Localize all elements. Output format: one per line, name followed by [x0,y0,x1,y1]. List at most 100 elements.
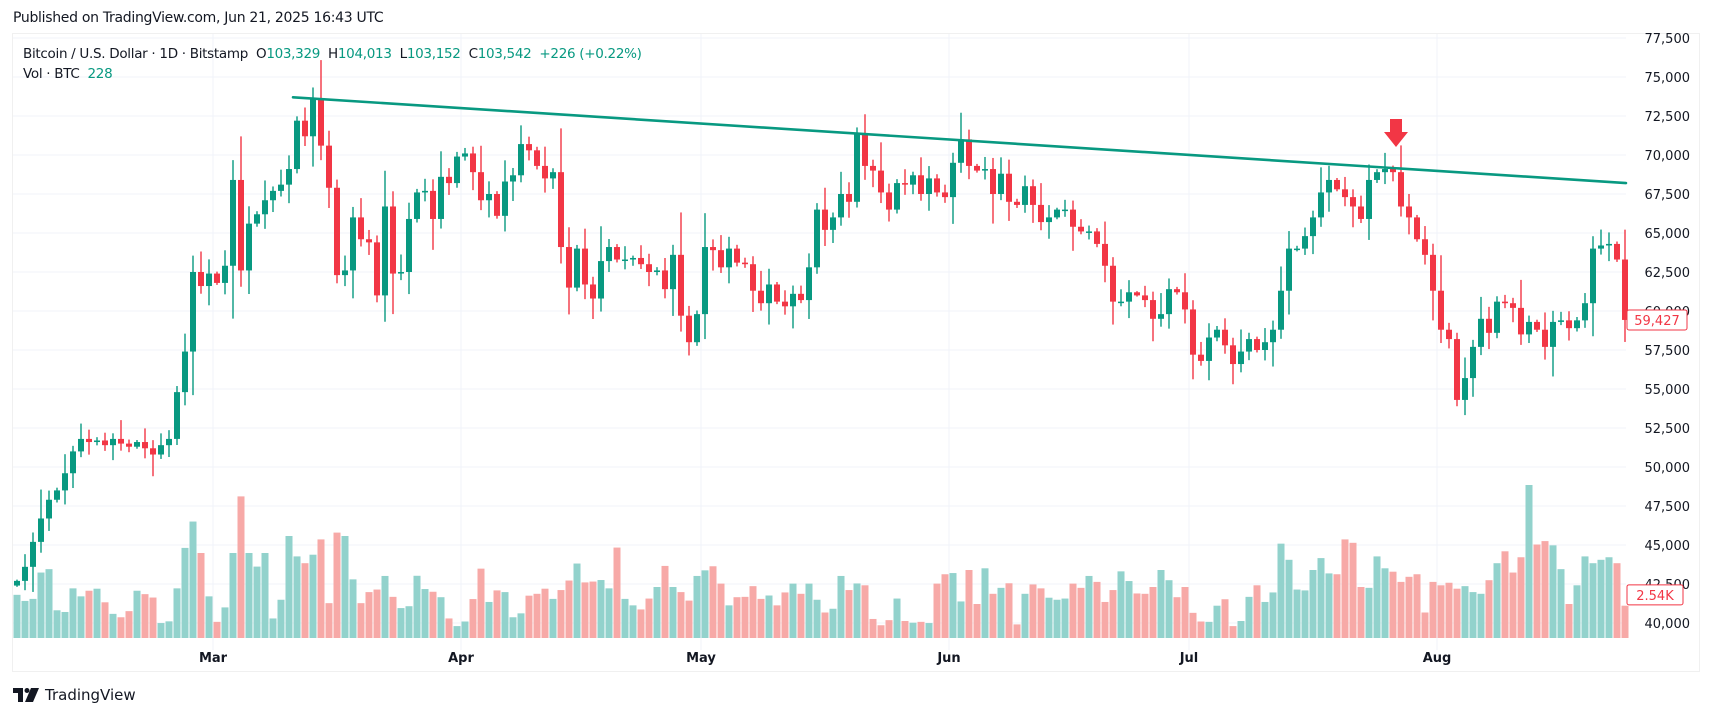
candle-body [1246,339,1252,352]
candle-body [86,438,92,443]
candle [606,239,612,272]
volume-bar [933,583,941,638]
volume-bar [1037,588,1045,638]
candle-body [1174,289,1180,293]
candle [854,127,860,208]
candle [998,157,1004,201]
volume-bar [1349,542,1357,638]
candle-body [1222,329,1228,346]
candle [1214,325,1220,342]
candle [894,179,900,214]
volume-bar [1317,558,1325,638]
volume-bar [725,605,733,638]
candle-body [238,179,244,271]
candle [1574,317,1580,332]
candle-body [230,179,236,266]
candle-body [526,144,532,151]
volume-bar [1189,612,1197,638]
volume-bar [429,591,437,638]
candle [950,152,956,224]
volume-bar [1509,572,1517,638]
candle [1318,167,1324,227]
candle [86,429,92,455]
volume-bar [773,605,781,638]
candle-body [1270,329,1276,343]
candle [1478,296,1484,356]
candle [126,439,132,453]
down-arrow-icon [1384,119,1408,147]
candle [414,188,420,223]
candle [310,87,316,167]
candle [670,244,676,316]
volume-bar [109,613,117,638]
candle [550,168,556,189]
tradingview-logo[interactable]: TradingView [13,686,136,704]
time-axis: Mar Apr May Jun Jul Aug [199,651,1451,666]
candle-body [1286,248,1292,291]
volume-bar [1221,599,1229,638]
tradingview-logo-icon [13,688,39,702]
candle-body [1078,226,1084,232]
volume-bar [525,595,533,638]
volume-bar [1053,599,1061,638]
price-tick-label: 47,500 [1645,500,1691,515]
candle-body [558,172,564,248]
volume-bar [1621,605,1629,638]
candle [182,333,188,406]
volume-bar [1293,589,1301,638]
candle [222,250,228,295]
candle [150,440,156,477]
candle-body [1278,290,1284,330]
candle-body [1238,351,1244,365]
volume-bar [909,622,917,638]
volume-bar [1493,563,1501,638]
last-volume-tag [1626,584,1684,606]
candle [406,202,412,295]
volume-bar [1149,587,1157,638]
candle [1070,200,1076,251]
candle-body [1254,339,1260,350]
volume-bar [1021,593,1029,638]
candle-body [102,440,108,446]
candle [646,253,652,287]
candle-body [374,242,380,296]
candle-body [678,254,684,316]
symbol-title[interactable]: Bitcoin / U.S. Dollar · 1D · Bitstamp [23,46,248,62]
candle-body [894,183,900,210]
candle [622,246,628,270]
candle-body [1478,318,1484,347]
volume-bar [493,590,501,638]
candle-body [1334,179,1340,190]
candle-body [1230,345,1236,365]
volume-bar [445,618,453,638]
volume-bar [405,606,413,638]
volume-bar [77,596,85,638]
candle [1606,232,1612,262]
candle [710,239,716,271]
candle [966,129,972,180]
candle [518,125,524,183]
volume-bar [797,593,805,638]
candle [238,136,244,287]
volume-label[interactable]: Vol · BTC [23,66,80,82]
volume-bar [1325,573,1333,638]
volume-bar [1581,556,1589,638]
volume-bar [621,598,629,638]
candle [846,182,852,218]
candle-body [78,438,84,452]
candle-body [1006,173,1012,202]
chart-panel[interactable] [12,33,1700,672]
volume-bar [741,596,749,638]
candle-body [758,290,764,304]
price-tick-label: 65,000 [1645,227,1691,242]
volume-bar [1309,570,1317,638]
candle-body [1614,243,1620,260]
candle-body [614,247,620,260]
candle [54,487,60,503]
volume-bar [205,596,213,638]
candle [374,235,380,303]
volume-bar [901,621,909,638]
volume-bar [349,579,357,638]
open-label: O [255,46,267,62]
